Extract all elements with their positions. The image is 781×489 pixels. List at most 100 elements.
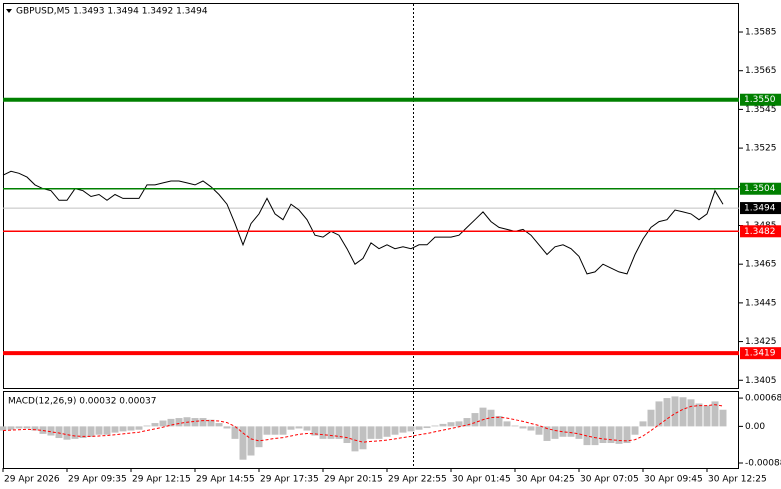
chart-title: GBPUSD,M5 1.3493 1.3494 1.3492 1.3494 <box>16 7 208 17</box>
x-tick-label: 29 Apr 12:15 <box>132 475 191 485</box>
macd-bar <box>95 426 103 435</box>
macd-bar <box>479 407 487 427</box>
macd-bar <box>255 426 263 448</box>
macd-bar <box>447 422 455 427</box>
macd-bar <box>495 415 503 427</box>
macd-bar <box>383 426 391 437</box>
macd-bar <box>71 426 79 439</box>
macd-bar <box>239 426 247 460</box>
macd-bar <box>87 426 95 437</box>
level-label: 1.3550 <box>744 95 776 105</box>
x-tick-label: 30 Apr 01:45 <box>452 475 511 485</box>
level-badge <box>740 347 781 360</box>
macd-bar <box>471 413 479 427</box>
x-tick-label: 29 Apr 2026 <box>4 475 60 485</box>
x-tick-label: 29 Apr 09:35 <box>68 475 127 485</box>
macd-bar <box>607 426 615 444</box>
macd-bar <box>399 426 407 433</box>
macd-bar <box>351 426 359 452</box>
macd-bar <box>279 426 287 435</box>
macd-bar <box>487 409 495 427</box>
macd-bar <box>439 423 447 427</box>
macd-bar <box>543 426 551 441</box>
macd-bar <box>111 426 119 433</box>
level-badge <box>740 225 781 238</box>
macd-bar <box>47 426 55 436</box>
x-tick-label: 30 Apr 07:05 <box>580 475 639 485</box>
level-label: 1.3482 <box>744 227 776 237</box>
macd-bar <box>631 426 639 435</box>
macd-bar <box>287 426 295 430</box>
macd-bar <box>15 426 23 429</box>
macd-bar <box>671 396 679 427</box>
price-line <box>2 170 724 275</box>
macd-bar <box>207 419 215 427</box>
y-tick-label: 0.00 <box>745 422 765 432</box>
y-tick-label: 1.3545 <box>745 105 777 115</box>
level-badge <box>740 93 781 106</box>
y-tick-label: 1.3445 <box>745 298 777 308</box>
y-tick-label: 1.3465 <box>745 260 777 270</box>
macd-bar <box>103 426 111 435</box>
x-tick-label: 30 Apr 04:25 <box>516 475 575 485</box>
x-tick-label: 30 Apr 09:45 <box>644 475 703 485</box>
macd-bar <box>79 426 87 439</box>
x-tick-label: 29 Apr 22:55 <box>388 475 447 485</box>
macd-bar <box>527 426 535 431</box>
macd-bar <box>151 423 159 427</box>
macd-bar <box>359 426 367 450</box>
macd-bar <box>167 418 175 427</box>
macd-bar <box>655 401 663 427</box>
macd-bar <box>199 418 207 427</box>
macd-bar <box>591 426 599 446</box>
macd-bar <box>159 420 167 427</box>
macd-bar <box>647 409 655 427</box>
macd-bar <box>575 426 583 439</box>
y-tick-label: 0.00068 <box>745 394 781 404</box>
macd-bar <box>0 426 7 431</box>
macd-bar <box>567 426 575 437</box>
macd-bar <box>7 426 15 430</box>
macd-bar <box>367 426 375 439</box>
menu-arrow[interactable] <box>6 9 12 13</box>
y-tick-label: 1.3425 <box>745 337 777 347</box>
macd-bar <box>295 426 303 429</box>
macd-bar <box>599 426 607 444</box>
level-label: 1.3504 <box>744 184 776 194</box>
macd-bar <box>263 426 271 435</box>
y-tick-label: 1.3525 <box>745 144 777 154</box>
macd-bar <box>215 423 223 427</box>
macd-bar <box>231 426 239 439</box>
macd-bar <box>615 426 623 444</box>
level-badge <box>740 182 781 195</box>
macd-bar <box>391 426 399 435</box>
x-tick-label: 29 Apr 17:35 <box>260 475 319 485</box>
x-tick-label: 30 Apr 12:25 <box>708 475 767 485</box>
macd-bar <box>271 426 279 435</box>
macd-bar <box>695 403 703 427</box>
x-tick-label: 29 Apr 14:55 <box>196 475 255 485</box>
y-tick-label: 1.3405 <box>745 376 777 386</box>
macd-bar <box>455 421 463 427</box>
macd-bar <box>431 425 439 427</box>
macd-bar <box>519 426 527 429</box>
price-label: 1.3494 <box>744 204 776 214</box>
macd-bar <box>663 398 671 427</box>
macd-bar <box>247 426 255 456</box>
macd-bar <box>343 426 351 444</box>
macd-bar <box>375 426 383 439</box>
macd-bar <box>503 421 511 427</box>
macd-bar <box>711 401 719 427</box>
macd-bar <box>23 426 31 429</box>
y-tick-label: -0.00088 <box>745 459 781 469</box>
macd-bar <box>423 426 431 429</box>
macd-bar <box>623 426 631 444</box>
macd-bar <box>127 426 135 431</box>
macd-bar <box>559 426 567 437</box>
macd-bar <box>223 426 231 429</box>
macd-bar <box>719 409 727 427</box>
macd-bar <box>679 397 687 427</box>
macd-bar <box>119 426 127 432</box>
